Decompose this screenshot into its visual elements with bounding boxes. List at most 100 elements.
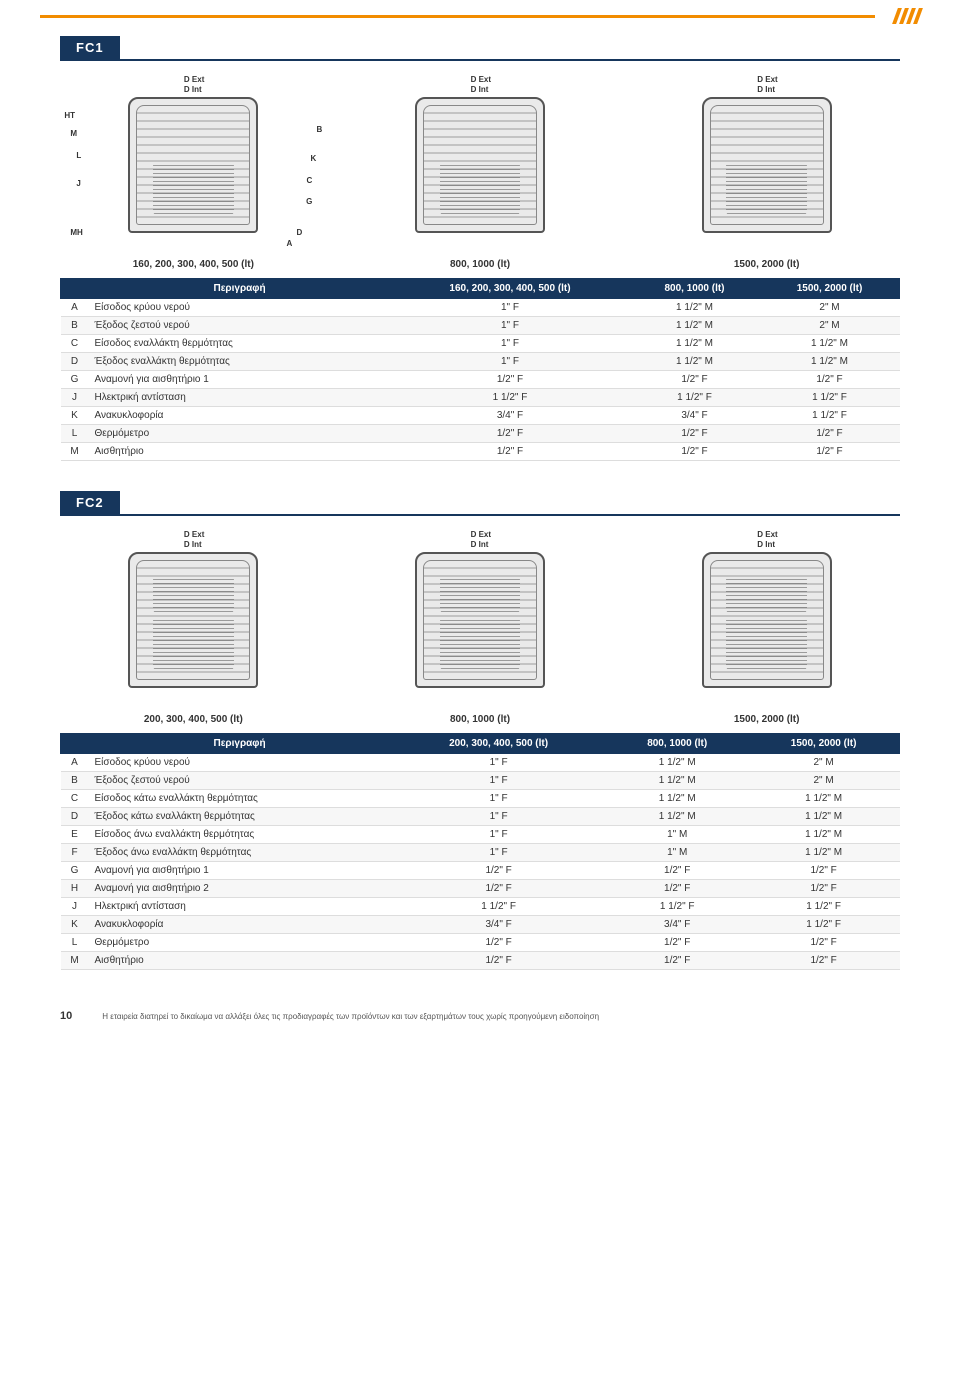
table-cell: 1" F — [391, 772, 607, 790]
fc1-tank-schematic-2: D Ext D Int — [350, 75, 610, 255]
table-cell: C — [61, 790, 89, 808]
fc1-diagrams-row: D Ext D Int HT M L J MH B K C G D A 160,… — [60, 75, 900, 270]
table-cell: M — [61, 443, 89, 461]
table-cell: 1/2" F — [748, 952, 900, 970]
table-cell: 1/2" F — [748, 934, 900, 952]
fc1-table: Περιγραφή160, 200, 300, 400, 500 (lt)800… — [60, 278, 900, 461]
dim-label-dint: D Int — [756, 540, 776, 549]
fc1-caption-3: 1500, 2000 (lt) — [734, 259, 800, 270]
table-cell: 1/2" F — [760, 425, 900, 443]
table-cell: 1 1/2" M — [748, 790, 900, 808]
table-row: LΘερμόμετρο1/2" F1/2" F1/2" F — [61, 934, 900, 952]
table-cell: Έξοδος ζεστού νερού — [89, 317, 391, 335]
fc2-table-head: Περιγραφή200, 300, 400, 500 (lt)800, 100… — [61, 734, 900, 754]
table-row: MΑισθητήριο1/2" F1/2" F1/2" F — [61, 443, 900, 461]
table-cell: 1 1/2" F — [760, 389, 900, 407]
table-row: EΕίσοδος άνω εναλλάκτη θερμότητας1" F1" … — [61, 826, 900, 844]
table-cell: 1/2" F — [391, 880, 607, 898]
dim-a: A — [286, 239, 294, 248]
table-cell: Είσοδος εναλλάκτη θερμότητας — [89, 335, 391, 353]
table-row: DΈξοδος εναλλάκτη θερμότητας1" F1 1/2" M… — [61, 353, 900, 371]
table-cell: 1 1/2" M — [629, 335, 759, 353]
fc2-diagrams-row: D Ext D Int 200, 300, 400, 500 (lt) D Ex… — [60, 530, 900, 725]
fc1-diagram-1: D Ext D Int HT M L J MH B K C G D A 160,… — [60, 75, 327, 270]
table-cell: G — [61, 371, 89, 389]
table-cell: Έξοδος κάτω εναλλάκτη θερμότητας — [89, 808, 391, 826]
table-cell: Είσοδος κρύου νερού — [89, 299, 391, 317]
footer-disclaimer: Η εταιρεία διατηρεί το δικαίωμα να αλλάξ… — [102, 1012, 599, 1021]
fc2-table-body: AΕίσοδος κρύου νερού1" F1 1/2" M2" MBΈξο… — [61, 754, 900, 970]
dim-label-dint: D Int — [756, 85, 776, 94]
fc2-title: FC2 — [60, 491, 120, 514]
table-cell: 1/2" F — [748, 862, 900, 880]
dim-c: C — [306, 176, 314, 185]
table-cell: F — [61, 844, 89, 862]
table-cell: Είσοδος άνω εναλλάκτη θερμότητας — [89, 826, 391, 844]
table-row: GΑναμονή για αισθητήριο 11/2" F1/2" F1/2… — [61, 371, 900, 389]
table-cell: 1 1/2" F — [391, 898, 607, 916]
table-row: JΗλεκτρική αντίσταση1 1/2" F1 1/2" F1 1/… — [61, 898, 900, 916]
table-cell: 1/2" F — [607, 862, 748, 880]
fc2-section: FC2 D Ext D Int 200, 300, 400, 500 (lt) … — [0, 491, 960, 970]
table-cell: J — [61, 389, 89, 407]
dim-label-dint: D Int — [183, 85, 203, 94]
dim-ht: HT — [63, 111, 76, 120]
table-cell: 1" F — [391, 844, 607, 862]
fc2-tank-schematic-2: D Ext D Int — [350, 530, 610, 710]
fc2-tank-schematic-1: D Ext D Int — [63, 530, 323, 710]
table-cell: A — [61, 299, 89, 317]
table-header-cell: Περιγραφή — [89, 734, 391, 754]
table-cell: 1" F — [391, 335, 630, 353]
table-cell: 1 1/2" M — [748, 826, 900, 844]
table-cell: 1/2" F — [607, 952, 748, 970]
table-header-cell — [61, 279, 89, 299]
table-cell: D — [61, 353, 89, 371]
dim-label-dext: D Ext — [756, 530, 778, 539]
table-header-cell: 800, 1000 (lt) — [629, 279, 759, 299]
table-cell: 1 1/2" M — [607, 772, 748, 790]
table-cell: 1" F — [391, 317, 630, 335]
table-cell: 1 1/2" M — [629, 317, 759, 335]
table-row: KΑνακυκλοφορία3/4" F3/4" F1 1/2" F — [61, 407, 900, 425]
table-cell: 1/2" F — [760, 371, 900, 389]
table-header-cell: 160, 200, 300, 400, 500 (lt) — [391, 279, 630, 299]
table-cell: D — [61, 808, 89, 826]
table-cell: B — [61, 772, 89, 790]
dim-mh: MH — [69, 228, 83, 237]
dim-label-dint: D Int — [183, 540, 203, 549]
table-cell: 1" F — [391, 353, 630, 371]
dim-d: D — [296, 228, 304, 237]
table-cell: 1/2" F — [391, 425, 630, 443]
table-cell: K — [61, 407, 89, 425]
table-cell: 1 1/2" F — [748, 898, 900, 916]
table-header-cell: 1500, 2000 (lt) — [760, 279, 900, 299]
table-cell: 1 1/2" M — [748, 808, 900, 826]
fc1-title: FC1 — [60, 36, 120, 59]
table-row: LΘερμόμετρο1/2" F1/2" F1/2" F — [61, 425, 900, 443]
table-cell: 1 1/2" F — [748, 916, 900, 934]
table-cell: 1/2" F — [391, 371, 630, 389]
table-cell: 1" M — [607, 826, 748, 844]
dim-label-dext: D Ext — [756, 75, 778, 84]
table-cell: K — [61, 916, 89, 934]
fc2-underline — [60, 514, 900, 516]
table-cell: 1/2" F — [607, 880, 748, 898]
table-row: CΕίσοδος κάτω εναλλάκτη θερμότητας1" F1 … — [61, 790, 900, 808]
table-cell: 1/2" F — [391, 443, 630, 461]
table-row: MΑισθητήριο1/2" F1/2" F1/2" F — [61, 952, 900, 970]
table-cell: 1 1/2" F — [391, 389, 630, 407]
dim-label-dint: D Int — [470, 85, 490, 94]
table-cell: 1 1/2" M — [607, 808, 748, 826]
fc2-caption-3: 1500, 2000 (lt) — [734, 714, 800, 725]
fc2-diagram-3: D Ext D Int 1500, 2000 (lt) — [633, 530, 900, 725]
table-header-cell: 1500, 2000 (lt) — [748, 734, 900, 754]
table-cell: E — [61, 826, 89, 844]
fc2-diagram-2: D Ext D Int 800, 1000 (lt) — [347, 530, 614, 725]
table-cell: 1/2" F — [629, 425, 759, 443]
page-number: 10 — [60, 1010, 72, 1022]
table-row: CΕίσοδος εναλλάκτη θερμότητας1" F1 1/2" … — [61, 335, 900, 353]
table-cell: Θερμόμετρο — [89, 934, 391, 952]
table-cell: 1" M — [607, 844, 748, 862]
table-cell: Αναμονή για αισθητήριο 1 — [89, 371, 391, 389]
table-cell: 1 1/2" M — [607, 754, 748, 772]
